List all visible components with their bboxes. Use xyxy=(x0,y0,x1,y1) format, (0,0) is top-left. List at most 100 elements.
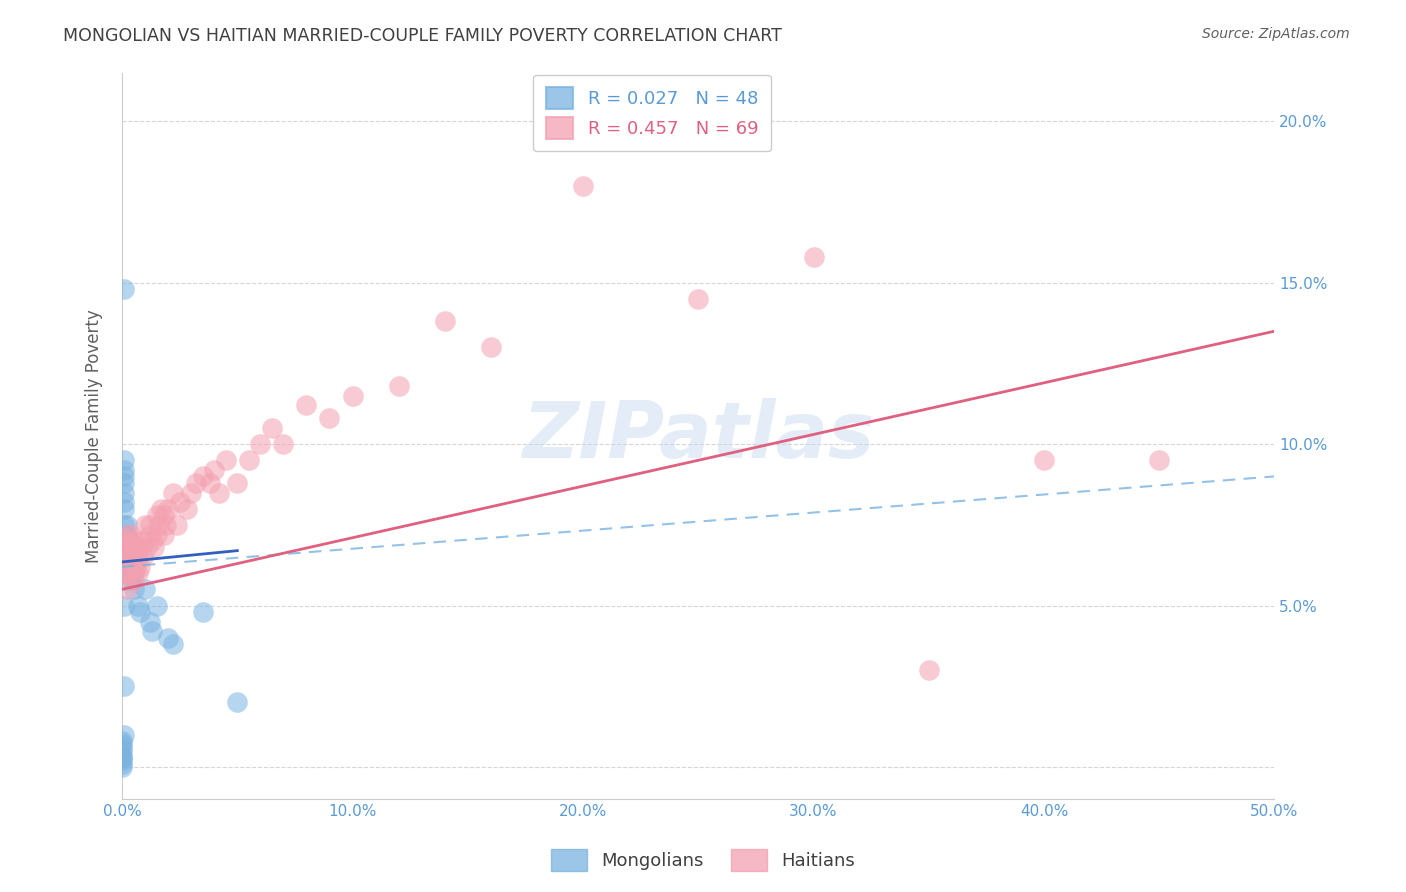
Text: Source: ZipAtlas.com: Source: ZipAtlas.com xyxy=(1202,27,1350,41)
Point xyxy=(112,475,135,490)
Point xyxy=(479,340,502,354)
Point xyxy=(388,379,411,393)
Point xyxy=(120,550,142,565)
Point xyxy=(132,550,155,565)
Point xyxy=(226,475,249,490)
Point xyxy=(122,541,145,555)
Point xyxy=(112,485,135,500)
Point xyxy=(249,437,271,451)
Point xyxy=(260,421,283,435)
Point xyxy=(118,541,141,555)
Point xyxy=(191,469,214,483)
Point xyxy=(115,541,138,555)
Point xyxy=(127,599,149,613)
Point xyxy=(688,292,710,306)
Point xyxy=(118,550,141,565)
Point xyxy=(125,559,148,574)
Point xyxy=(180,485,202,500)
Point xyxy=(112,679,135,693)
Point xyxy=(112,501,135,516)
Point xyxy=(134,517,156,532)
Point xyxy=(129,605,152,619)
Point xyxy=(129,559,152,574)
Point xyxy=(112,533,135,548)
Point xyxy=(122,573,145,587)
Point xyxy=(803,250,825,264)
Point xyxy=(208,485,231,500)
Point xyxy=(115,582,138,597)
Point xyxy=(148,517,170,532)
Point xyxy=(118,533,141,548)
Point xyxy=(118,559,141,574)
Point xyxy=(111,753,134,767)
Point xyxy=(120,566,142,581)
Point xyxy=(127,550,149,565)
Point xyxy=(191,605,214,619)
Legend: Mongolians, Haitians: Mongolians, Haitians xyxy=(544,842,862,879)
Point xyxy=(115,550,138,565)
Point xyxy=(115,527,138,541)
Point xyxy=(202,463,225,477)
Point xyxy=(112,728,135,742)
Point xyxy=(112,533,135,548)
Point xyxy=(120,559,142,574)
Legend: R = 0.027   N = 48, R = 0.457   N = 69: R = 0.027 N = 48, R = 0.457 N = 69 xyxy=(533,75,770,152)
Point xyxy=(120,566,142,581)
Point xyxy=(138,517,160,532)
Point xyxy=(115,566,138,581)
Point xyxy=(1033,453,1056,467)
Point xyxy=(112,550,135,565)
Point xyxy=(152,527,174,541)
Point xyxy=(155,517,177,532)
Point xyxy=(138,527,160,541)
Point xyxy=(152,508,174,523)
Point xyxy=(342,389,364,403)
Point xyxy=(115,541,138,555)
Point xyxy=(122,559,145,574)
Point xyxy=(111,750,134,764)
Point xyxy=(112,453,135,467)
Point xyxy=(184,475,207,490)
Point xyxy=(157,501,180,516)
Point xyxy=(166,517,188,532)
Point xyxy=(238,453,260,467)
Point xyxy=(122,582,145,597)
Point xyxy=(111,737,134,751)
Point xyxy=(120,573,142,587)
Point xyxy=(112,566,135,581)
Point xyxy=(162,485,184,500)
Point xyxy=(111,744,134,758)
Text: MONGOLIAN VS HAITIAN MARRIED-COUPLE FAMILY POVERTY CORRELATION CHART: MONGOLIAN VS HAITIAN MARRIED-COUPLE FAMI… xyxy=(63,27,782,45)
Point xyxy=(112,469,135,483)
Point xyxy=(226,695,249,709)
Point xyxy=(162,637,184,651)
Point xyxy=(141,624,163,639)
Point xyxy=(112,282,135,296)
Point xyxy=(112,550,135,565)
Point xyxy=(122,533,145,548)
Point xyxy=(918,663,941,677)
Point xyxy=(122,566,145,581)
Point xyxy=(111,760,134,774)
Point xyxy=(127,566,149,581)
Point xyxy=(120,527,142,541)
Point xyxy=(145,527,167,541)
Point xyxy=(112,495,135,509)
Point xyxy=(141,533,163,548)
Point xyxy=(115,517,138,532)
Point xyxy=(115,533,138,548)
Point xyxy=(111,750,134,764)
Point xyxy=(129,541,152,555)
Text: ZIPatlas: ZIPatlas xyxy=(522,398,875,474)
Point xyxy=(112,517,135,532)
Point xyxy=(145,599,167,613)
Point xyxy=(176,501,198,516)
Point xyxy=(433,314,456,328)
Point xyxy=(1149,453,1171,467)
Point xyxy=(215,453,238,467)
Point xyxy=(134,533,156,548)
Point xyxy=(572,178,595,193)
Point xyxy=(169,495,191,509)
Point xyxy=(111,740,134,755)
Point xyxy=(295,398,318,412)
